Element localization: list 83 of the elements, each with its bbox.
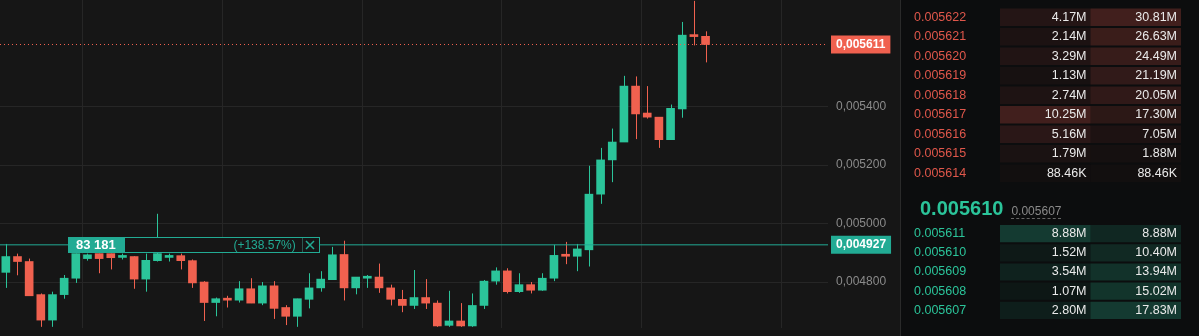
data-label: 7.05M bbox=[1142, 126, 1177, 141]
y-tick-label: 0.005618 bbox=[914, 87, 967, 102]
data-label: 1.52M bbox=[1051, 245, 1087, 260]
candlestick bbox=[561, 241, 570, 265]
data-label: 1.13M bbox=[1051, 68, 1087, 83]
data-label: 2.74M bbox=[1051, 87, 1087, 102]
y-tick-label: 0.005608 bbox=[914, 283, 967, 298]
y-tick-label: 0.005614 bbox=[914, 165, 967, 180]
data-label: 10.40M bbox=[1135, 245, 1177, 260]
candlestick bbox=[386, 284, 396, 306]
candlestick bbox=[141, 253, 151, 293]
candlestick bbox=[234, 280, 244, 304]
y-tick-label: 0.005622 bbox=[914, 9, 967, 24]
data-label: 30.81M bbox=[1135, 9, 1177, 24]
candlestick bbox=[432, 299, 442, 328]
y-tick-label: 0,005200 bbox=[836, 157, 887, 172]
candlestick bbox=[188, 258, 197, 289]
data-label: 1.07M bbox=[1051, 283, 1087, 298]
candlestick bbox=[1, 243, 11, 289]
y-tick-label: 0.005610 bbox=[914, 245, 967, 260]
candlestick bbox=[246, 277, 256, 304]
y-tick-label: 0.005611 bbox=[914, 226, 966, 241]
candlestick bbox=[304, 272, 314, 309]
candlestick bbox=[13, 253, 22, 276]
data-label: 17.83M bbox=[1135, 302, 1177, 317]
y-tick-label: 0.005619 bbox=[914, 68, 967, 83]
candlestick bbox=[293, 298, 302, 328]
data-label: 88.46K bbox=[1137, 165, 1178, 180]
y-tick-label: 0.005617 bbox=[914, 107, 967, 122]
candlestick bbox=[94, 253, 104, 274]
candlestick bbox=[607, 128, 617, 183]
ref-line-label: 0,005611 bbox=[836, 36, 886, 51]
ref-line-label: 0,004927 bbox=[836, 237, 887, 252]
data-label: 17.30M bbox=[1135, 107, 1177, 122]
data-label: 1.88M bbox=[1142, 146, 1177, 161]
data-label: 13.94M bbox=[1135, 264, 1177, 279]
y-tick-label: 0,005000 bbox=[836, 215, 887, 230]
y-tick-label: 0.005607 bbox=[914, 302, 967, 317]
candlestick bbox=[467, 292, 477, 328]
candlestick bbox=[502, 267, 512, 294]
candlestick bbox=[549, 244, 559, 282]
data-label: 10.25M bbox=[1044, 107, 1087, 122]
candlestick bbox=[59, 274, 69, 300]
data-label: 3.29M bbox=[1051, 48, 1087, 63]
candlestick bbox=[269, 280, 279, 320]
candlestick bbox=[654, 116, 664, 149]
data-label: 1.79M bbox=[1051, 146, 1087, 161]
candlestick bbox=[409, 269, 419, 310]
data-label: 8.88M bbox=[1142, 226, 1177, 241]
y-tick-label: 0.005609 bbox=[914, 264, 967, 279]
data-label: 5.16M bbox=[1051, 126, 1087, 141]
candlestick bbox=[398, 289, 407, 313]
candlestick bbox=[199, 280, 209, 322]
y-tick-label: 0,005400 bbox=[836, 98, 887, 113]
data-label: 3.54M bbox=[1051, 264, 1087, 279]
text: 0.005607 bbox=[1011, 204, 1062, 219]
candlestick bbox=[514, 272, 524, 294]
data-label: 15.02M bbox=[1135, 283, 1177, 298]
y-tick-label: 0,004800 bbox=[836, 274, 887, 289]
y-tick-label: 0.005620 bbox=[914, 48, 967, 63]
annotation: (+138.57%) bbox=[233, 237, 296, 252]
data-label: 88.46K bbox=[1046, 165, 1088, 180]
candlestick bbox=[316, 270, 326, 293]
label-frame: (+138.57%) bbox=[123, 236, 320, 253]
data-label: 2.80M bbox=[1051, 302, 1087, 317]
data-label: 24.49M bbox=[1135, 48, 1177, 63]
data-label: 26.63M bbox=[1135, 29, 1177, 44]
y-tick-label: 0.005615 bbox=[914, 146, 967, 161]
data-label: 8.88M bbox=[1051, 226, 1087, 241]
candlestick bbox=[444, 290, 454, 328]
candlestick bbox=[129, 255, 139, 290]
data-label: 2.14M bbox=[1051, 29, 1087, 44]
y-tick-label: 0.005616 bbox=[914, 126, 967, 141]
data-label: 4.17M bbox=[1051, 9, 1087, 24]
candlestick bbox=[456, 302, 465, 328]
annotation: 83 181 bbox=[68, 236, 124, 253]
candlestick bbox=[572, 243, 582, 272]
candlestick bbox=[258, 281, 267, 306]
y-tick-label: 0.005621 bbox=[914, 29, 967, 44]
candlestick bbox=[281, 304, 291, 326]
candlestick bbox=[421, 278, 430, 310]
data-label: 21.19M bbox=[1135, 68, 1177, 83]
data-label: 20.05M bbox=[1135, 87, 1177, 102]
